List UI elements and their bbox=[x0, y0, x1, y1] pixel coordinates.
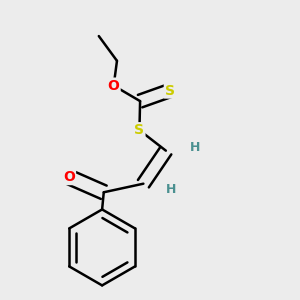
Text: O: O bbox=[63, 170, 75, 184]
Text: S: S bbox=[165, 84, 175, 98]
Text: S: S bbox=[134, 123, 144, 137]
Text: H: H bbox=[189, 141, 200, 154]
Text: H: H bbox=[166, 183, 177, 196]
Text: O: O bbox=[108, 79, 120, 93]
